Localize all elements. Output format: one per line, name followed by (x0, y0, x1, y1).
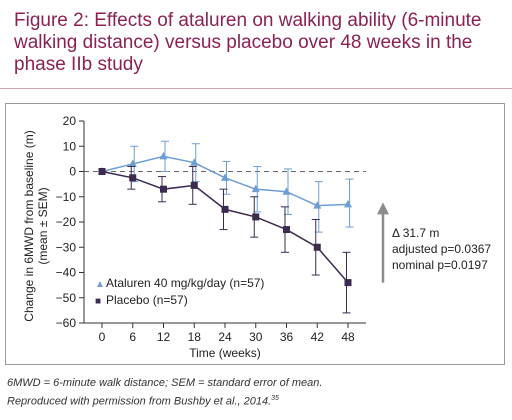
y-tick-label: −60 (56, 316, 77, 330)
data-point-placebo (252, 213, 260, 221)
data-point-ataluren (282, 187, 291, 195)
x-axis-label: Time (weeks) (189, 346, 261, 360)
x-tick-label: 48 (341, 330, 355, 344)
y-tick-label: 10 (63, 139, 77, 153)
data-point-placebo (129, 174, 137, 182)
data-point-ataluren (344, 199, 352, 208)
line-chart: Change in 6MWD from baseline (m) (mean ±… (22, 114, 491, 360)
y-axis-label: Change in 6MWD from baseline (m) (mean ±… (22, 130, 50, 321)
difference-arrow (377, 202, 389, 283)
series-line-placebo (101, 170, 349, 284)
x-tick-label: 0 (99, 330, 106, 344)
data-point-ataluren (251, 184, 260, 193)
data-point-ataluren (128, 159, 137, 167)
x-tick-label: 24 (218, 330, 232, 344)
y-tick-label: −10 (56, 190, 77, 204)
footnote-abbreviations: 6MWD = 6-minute walk distance; SEM = sta… (7, 377, 323, 389)
y-axis-label-line1: Change in 6MWD from baseline (m) (22, 130, 36, 321)
y-tick-label: −40 (56, 266, 77, 280)
y-axis-ticks: 20 10 0 −10 −20 −30 −40 −50 −60 (56, 114, 84, 330)
y-tick-label: 0 (69, 165, 76, 179)
annotation-nominal-p: nominal p=0.0197 (392, 258, 488, 272)
annotation-delta: Δ 31.7 m (392, 226, 439, 240)
data-point-placebo (344, 279, 352, 287)
title-divider (0, 88, 512, 89)
legend-label-placebo: Placebo (n=57) (106, 293, 188, 307)
legend-marker-placebo: ■ (95, 296, 101, 307)
x-tick-label: 12 (157, 330, 171, 344)
x-axis-ticks: 0 6 12 18 24 30 36 42 48 (99, 323, 355, 344)
data-point-ataluren (221, 173, 229, 181)
y-tick-label: −30 (56, 240, 77, 254)
data-point-placebo (190, 181, 198, 189)
series-line-ataluren (101, 155, 349, 207)
series-ataluren (98, 140, 354, 233)
y-tick-label: −50 (56, 291, 77, 305)
legend-label-ataluren: Ataluren 40 mg/kg/day (n=57) (106, 276, 264, 290)
x-tick-label: 42 (311, 330, 325, 344)
footnote-source-text: Reproduced with permission from Bushby e… (7, 395, 272, 408)
legend: ▲ Ataluren 40 mg/kg/day (n=57) ■ Placebo… (95, 276, 264, 307)
x-tick-label: 30 (249, 330, 263, 344)
x-tick-label: 36 (280, 330, 294, 344)
arrow-head (377, 202, 389, 215)
data-point-placebo (160, 185, 167, 193)
footnote-source: Reproduced with permission from Bushby e… (7, 391, 507, 410)
data-point-ataluren (313, 201, 322, 209)
y-axis-label-line2: (mean ± SEM) (36, 187, 50, 264)
footnote: 6MWD = 6-minute walk distance; SEM = sta… (7, 376, 507, 410)
data-point-ataluren (159, 151, 168, 160)
data-point-placebo (98, 168, 106, 175)
series-placebo (98, 165, 352, 314)
legend-marker-ataluren: ▲ (95, 279, 105, 290)
difference-annotation: Δ 31.7 m adjusted p=0.0367 nominal p=0.0… (377, 202, 491, 283)
x-tick-label: 6 (129, 330, 136, 344)
data-point-placebo (283, 226, 290, 234)
y-tick-label: −20 (56, 215, 77, 229)
chart-frame: Change in 6MWD from baseline (m) (mean ±… (5, 103, 505, 365)
figure-title: Figure 2: Effects of ataluren on walking… (14, 10, 482, 75)
data-point-placebo (221, 205, 229, 213)
y-tick-label: 20 (63, 114, 77, 128)
series-layer (98, 140, 354, 314)
data-point-ataluren (190, 158, 199, 166)
x-tick-label: 18 (188, 330, 202, 344)
footnote-reference: 35 (271, 395, 279, 402)
annotation-adjusted-p: adjusted p=0.0367 (392, 242, 491, 256)
data-point-placebo (313, 243, 321, 251)
